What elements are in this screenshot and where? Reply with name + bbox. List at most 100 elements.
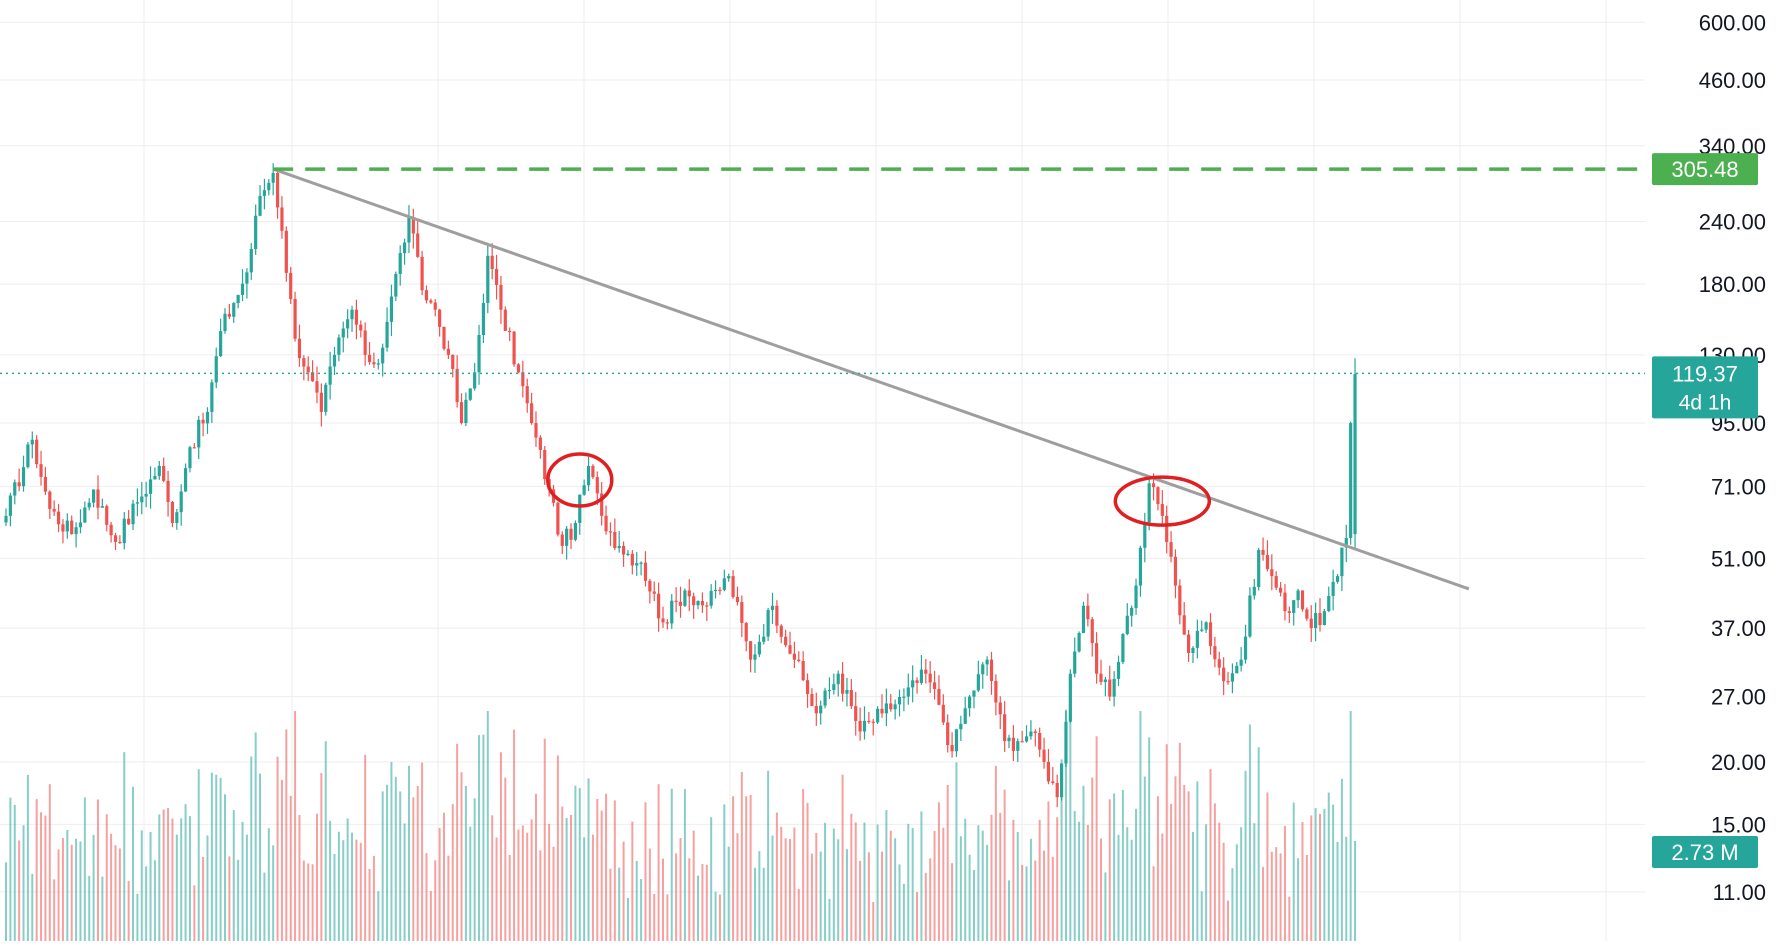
volume-bar: [999, 812, 1002, 941]
candle-body: [372, 362, 376, 365]
candle: [389, 284, 394, 337]
candle: [959, 715, 963, 741]
candle-body: [871, 721, 875, 723]
candle-body: [652, 591, 656, 594]
volume-bar: [797, 888, 800, 941]
candle-body: [214, 356, 218, 383]
volume-bar: [548, 823, 551, 941]
candle: [1344, 524, 1348, 563]
volume-bar: [1218, 822, 1221, 941]
volume-bar: [167, 807, 170, 941]
candle: [429, 298, 433, 305]
volume-bar: [478, 735, 481, 941]
candle-body: [573, 522, 577, 540]
candle: [227, 304, 231, 320]
candle-body: [162, 465, 166, 481]
candle: [1243, 624, 1248, 664]
candle: [8, 492, 12, 527]
candle-body: [1270, 569, 1274, 577]
volume-bar: [775, 812, 778, 941]
volume-bar: [1170, 803, 1173, 941]
volume-bar: [977, 825, 980, 941]
candle: [1130, 605, 1134, 627]
candle: [911, 665, 915, 703]
price-axis[interactable]: 600.00460.00340.00240.00180.00130.0095.0…: [1645, 0, 1782, 946]
volume-bar: [315, 813, 318, 941]
candle-body: [670, 600, 674, 624]
volume-bar: [670, 788, 673, 941]
candle-body: [617, 545, 621, 549]
volume-bar: [828, 898, 831, 941]
candle: [1143, 512, 1147, 563]
candle-body: [219, 331, 223, 357]
candle: [359, 320, 363, 338]
candle: [521, 360, 525, 398]
candle: [319, 383, 323, 427]
candle-body: [4, 515, 8, 523]
candle: [1003, 701, 1007, 752]
volume-bar: [66, 830, 69, 941]
candle-body: [1173, 556, 1178, 586]
candle-body: [1086, 605, 1090, 620]
candle: [1187, 629, 1191, 662]
volume-bar: [1043, 850, 1046, 941]
candle: [1165, 505, 1169, 554]
candle-body: [1300, 590, 1305, 610]
candle: [477, 324, 481, 385]
volume-bar: [832, 828, 835, 941]
candle: [153, 467, 157, 480]
candle-body: [424, 290, 429, 301]
candle-body: [854, 706, 858, 721]
candle: [1208, 613, 1213, 655]
volume-bar: [596, 798, 599, 941]
candle-body: [416, 233, 420, 257]
volume-bar: [83, 797, 86, 941]
volume-bar: [994, 765, 997, 941]
candle-body: [911, 680, 915, 688]
volume-bar: [425, 853, 428, 941]
candle-body: [792, 653, 796, 660]
candle: [407, 205, 411, 254]
candle: [753, 644, 757, 673]
volume-bar: [758, 851, 761, 941]
candle-body: [1331, 581, 1335, 596]
volume-bar: [543, 738, 546, 941]
candle-body: [359, 324, 363, 331]
volume-bar: [224, 794, 226, 941]
candle-body: [227, 313, 231, 317]
descending-trendline[interactable]: [272, 167, 1470, 591]
volume-bar: [902, 883, 905, 941]
candle-body: [884, 703, 888, 714]
candle: [1239, 647, 1243, 672]
volume-bar: [1148, 737, 1151, 941]
candle: [56, 503, 61, 533]
candle: [65, 513, 69, 539]
volume-bar: [53, 879, 56, 941]
candle-body: [814, 705, 818, 714]
candle-body: [744, 622, 748, 642]
candle-body: [197, 419, 201, 448]
volume-bar: [1266, 792, 1269, 941]
volume-bar: [1139, 711, 1142, 941]
volume-bar: [464, 785, 467, 941]
candle-body: [1248, 595, 1252, 637]
candle-body: [560, 534, 564, 546]
candle: [1222, 657, 1226, 696]
volume-bar: [329, 820, 332, 941]
candle-body: [1187, 634, 1191, 653]
volume-bar: [1283, 825, 1286, 941]
highlight-circles: [546, 452, 1212, 527]
volume-bar: [513, 729, 516, 941]
candle-body: [105, 506, 109, 525]
candle-body: [805, 680, 810, 695]
candle: [560, 531, 564, 555]
candle-body: [39, 464, 43, 477]
candle: [954, 728, 959, 757]
candle: [937, 675, 941, 706]
candle-body: [109, 524, 113, 536]
candle: [722, 569, 726, 592]
candle-body: [591, 465, 595, 478]
candle-body: [630, 553, 634, 566]
